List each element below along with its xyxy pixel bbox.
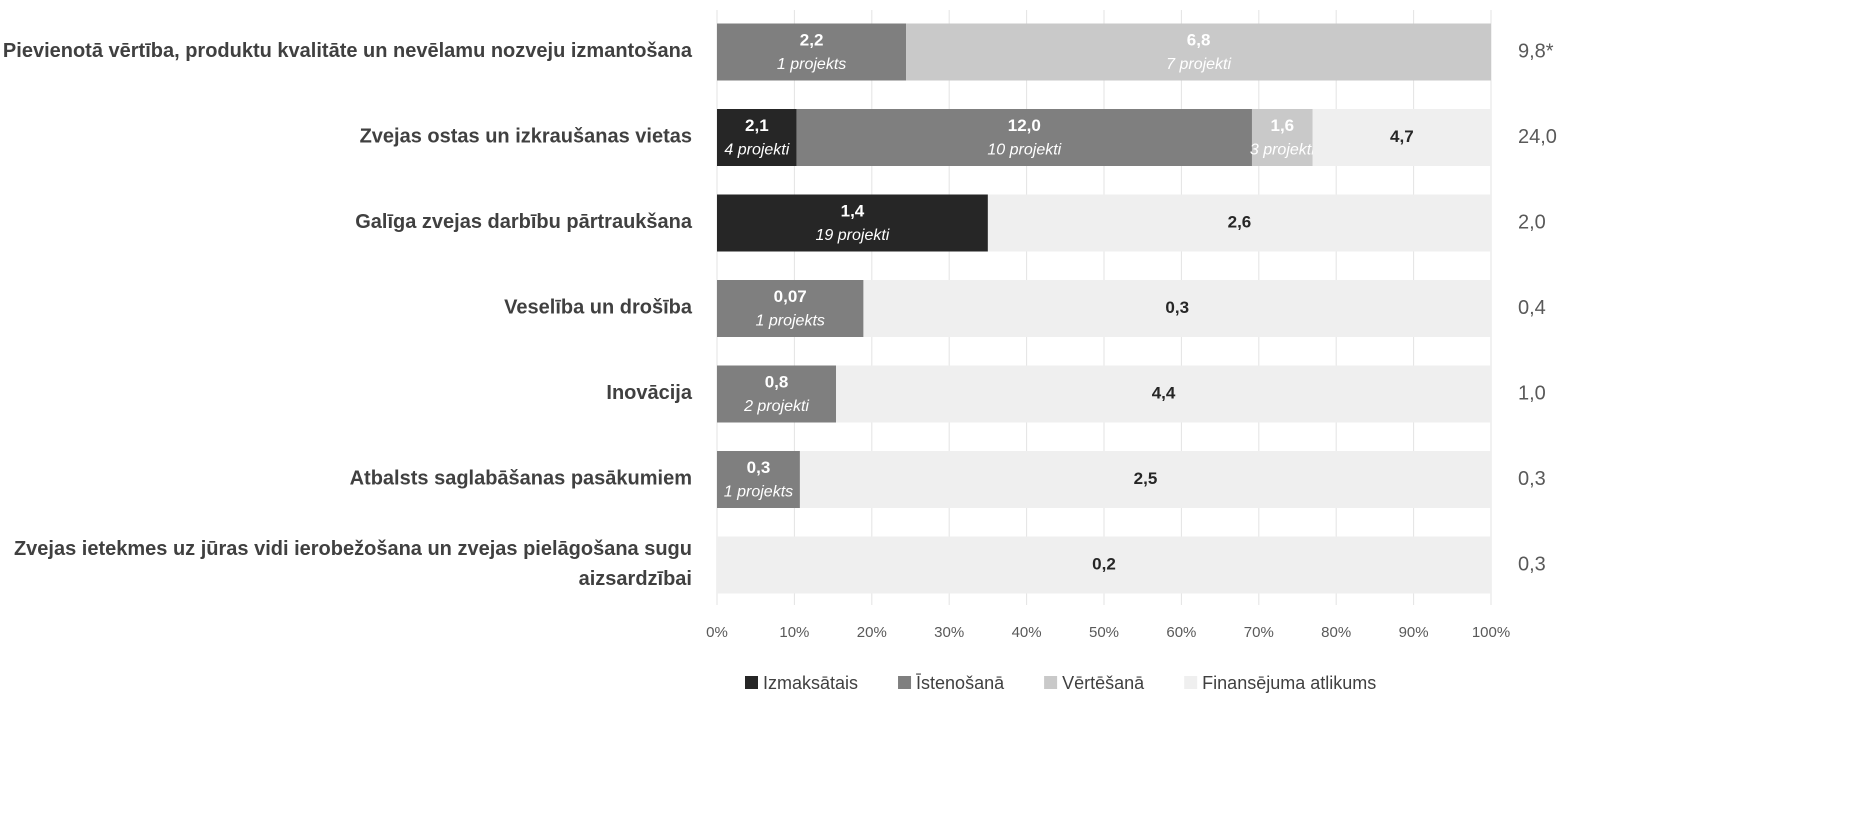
value-label: 0,3 — [1165, 298, 1189, 317]
bar-segment — [717, 536, 1491, 594]
project-label: 3 projekti — [1250, 142, 1315, 159]
legend-label: Īstenošanā — [916, 673, 1005, 693]
category-label: Inovācija — [606, 382, 692, 404]
value-label: 2,1 — [745, 116, 769, 135]
bar-segment — [906, 23, 1491, 81]
value-label: 4,7 — [1390, 127, 1414, 146]
bar-segment — [836, 365, 1491, 423]
value-label: 0,3 — [747, 458, 771, 477]
row-total: 9,8* — [1518, 40, 1554, 62]
label-line: Galīga zvejas darbību pārtraukšana — [355, 211, 693, 233]
bar-segment — [717, 194, 988, 252]
value-label: 2,5 — [1134, 469, 1158, 488]
value-label: 4,4 — [1152, 383, 1176, 402]
project-label: 7 projekti — [1166, 56, 1231, 73]
project-label: 1 projekts — [756, 313, 825, 330]
row-total: 0,4 — [1518, 297, 1546, 319]
category-label: Zvejas ietekmes uz jūras vidi ierobežoša… — [14, 538, 692, 590]
label-line: Zvejas ostas un izkraušanas vietas — [360, 126, 692, 148]
legend-label: Finansējuma atlikums — [1202, 673, 1376, 693]
bar-segment — [717, 23, 907, 81]
bar-segment — [1251, 109, 1313, 166]
value-label: 1,6 — [1271, 116, 1295, 135]
label-line: Zvejas ietekmes uz jūras vidi ierobežoša… — [14, 538, 692, 560]
category-label: Zvejas ostas un izkraušanas vietas — [360, 126, 692, 148]
legend-swatch — [898, 676, 912, 689]
bar-segment — [796, 109, 1252, 166]
bar-segment — [717, 109, 797, 166]
x-tick-label: 80% — [1321, 624, 1351, 641]
x-tick-label: 60% — [1166, 624, 1196, 641]
legend-swatch — [745, 676, 758, 689]
row-total: 0,3 — [1518, 553, 1546, 575]
label-line: Atbalsts saglabāšanas pasākumiem — [350, 468, 692, 490]
project-label: 10 projekti — [987, 142, 1061, 159]
value-label: 1,4 — [841, 201, 865, 220]
project-label: 2 projekti — [743, 398, 809, 415]
bar-segment — [1312, 109, 1491, 166]
value-label: 2,2 — [800, 30, 824, 49]
category-label: Veselība un drošība — [504, 297, 693, 319]
label-line: Pievienotā vērtība, produktu kvalitāte u… — [3, 40, 693, 62]
project-label: 4 projekti — [724, 142, 789, 159]
label-line: aizsardzībai — [579, 568, 692, 590]
value-label: 2,6 — [1228, 212, 1252, 231]
x-tick-label: 70% — [1244, 624, 1274, 641]
label-line: Veselība un drošība — [504, 297, 693, 319]
x-tick-label: 30% — [934, 624, 964, 641]
row-total: 2,0 — [1518, 211, 1546, 233]
x-tick-label: 90% — [1399, 624, 1429, 641]
legend-label: Izmaksātais — [763, 673, 858, 693]
x-tick-label: 10% — [779, 624, 809, 641]
x-tick-label: 40% — [1012, 624, 1042, 641]
legend-swatch — [1184, 676, 1198, 689]
row-total: 1,0 — [1518, 382, 1546, 404]
value-label: 0,8 — [765, 372, 789, 391]
value-label: 0,07 — [774, 287, 807, 306]
category-label: Galīga zvejas darbību pārtraukšana — [355, 211, 693, 233]
project-label: 19 projekti — [816, 227, 890, 244]
legend-swatch — [1044, 676, 1058, 689]
bar-segment — [799, 451, 1491, 508]
value-label: 12,0 — [1008, 116, 1041, 135]
bar-segment — [717, 451, 800, 508]
category-label: Atbalsts saglabāšanas pasākumiem — [350, 468, 692, 490]
label-line: Inovācija — [606, 382, 692, 404]
category-label: Pievienotā vērtība, produktu kvalitāte u… — [3, 40, 693, 62]
project-label: 1 projekts — [777, 56, 846, 73]
bar-segment — [717, 280, 864, 337]
x-tick-label: 20% — [857, 624, 887, 641]
bar-segment — [863, 280, 1491, 337]
project-label: 1 projekts — [724, 484, 793, 501]
bar-segment — [987, 194, 1491, 252]
x-tick-label: 50% — [1089, 624, 1119, 641]
value-label: 0,2 — [1092, 554, 1116, 573]
row-total: 0,3 — [1518, 468, 1546, 490]
row-total: 24,0 — [1518, 126, 1557, 148]
x-tick-label: 100% — [1472, 624, 1510, 641]
x-tick-label: 0% — [706, 624, 728, 641]
value-label: 6,8 — [1187, 30, 1211, 49]
legend-label: Vērtēšanā — [1062, 673, 1145, 693]
bar-segment — [717, 365, 837, 423]
